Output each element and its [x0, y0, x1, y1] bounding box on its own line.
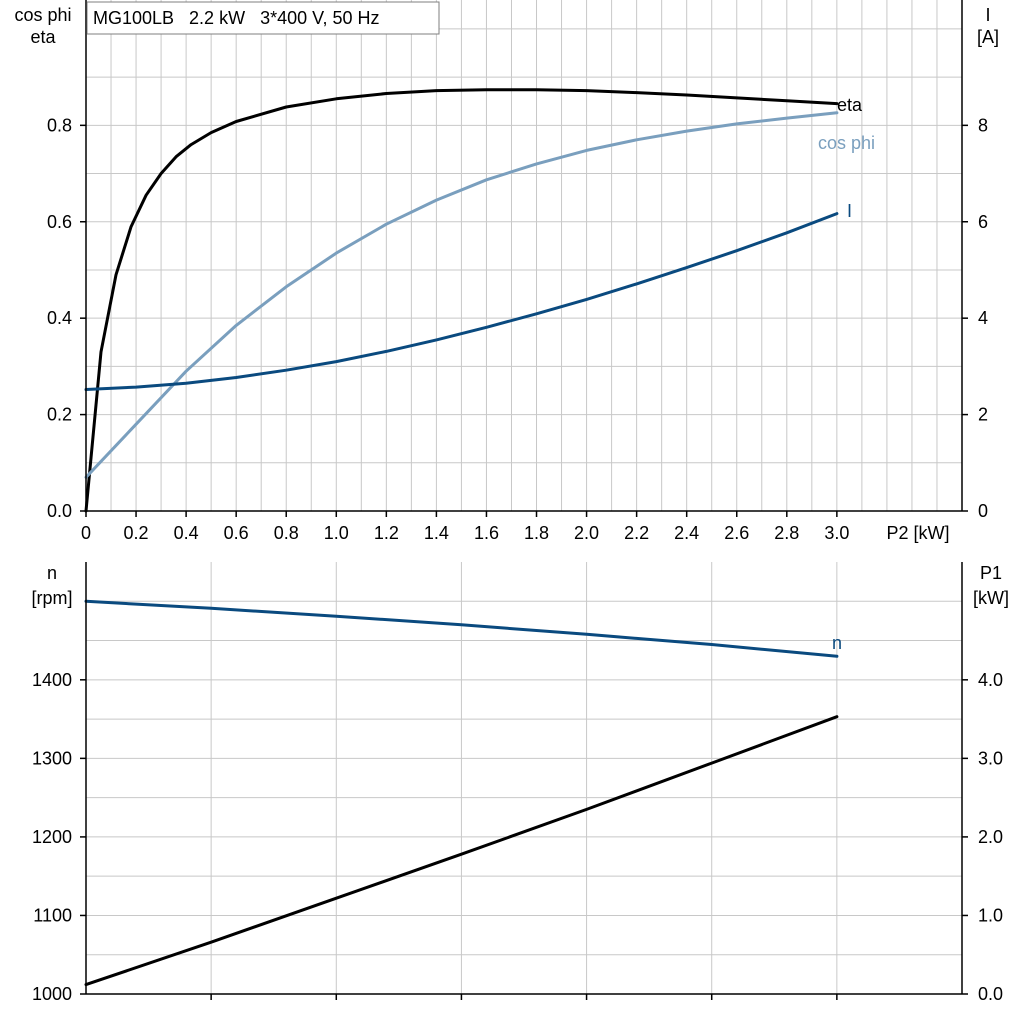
eta-curve	[84, 88, 839, 513]
y-left-tick-label: 0.2	[47, 405, 72, 425]
x-tick-label: 2.4	[674, 523, 699, 543]
y-left-label-line2: eta	[30, 27, 56, 47]
series-label-cos-phi: cos phi	[818, 133, 875, 153]
input-power-curve	[84, 715, 839, 987]
series-label-eta: eta	[837, 95, 863, 115]
x-tick-label: 0.8	[274, 523, 299, 543]
x-tick-label: 2.8	[774, 523, 799, 543]
y-left-tick-label: 0.4	[47, 308, 72, 328]
bottom-chart-grid	[86, 562, 962, 994]
series-label-current: I	[847, 201, 852, 221]
x-tick-label: 0.6	[224, 523, 249, 543]
top-chart-ticks	[80, 124, 968, 517]
y-left-label-n: n	[47, 563, 57, 583]
y-right-tick-label: 6	[978, 212, 988, 232]
y-left-tick-label: 0.6	[47, 212, 72, 232]
bottom-chart-ticks	[80, 679, 968, 1000]
y-right-label-p1: P1	[980, 563, 1002, 583]
y-left-tick-label: 1300	[32, 748, 72, 768]
x-axis-label: P2 [kW]	[886, 523, 949, 543]
y-left-tick-label: 1200	[32, 827, 72, 847]
y-left-tick-label: 0.0	[47, 501, 72, 521]
x-tick-label: 0.4	[174, 523, 199, 543]
x-tick-label: 2.0	[574, 523, 599, 543]
x-tick-label: 3.0	[824, 523, 849, 543]
x-tick-label: 1.2	[374, 523, 399, 543]
bottom-chart-curves	[84, 599, 839, 987]
cos-phi-curve	[84, 111, 839, 479]
y-left-tick-label: 1000	[32, 984, 72, 1004]
top-chart-curves	[84, 88, 839, 513]
y-left-label-line1: cos phi	[14, 5, 71, 25]
bottom-chart-y-left-tick-labels: 1000 1100 1200 1300 1400	[32, 670, 72, 1004]
y-right-label-line1: I	[985, 5, 990, 25]
y-right-tick-label: 4	[978, 308, 988, 328]
y-right-tick-label: 3.0	[978, 748, 1003, 768]
y-right-tick-label: 4.0	[978, 670, 1003, 690]
title-box	[86, 1, 440, 35]
bottom-chart-y-right-tick-labels: 0.0 1.0 2.0 3.0 4.0	[978, 670, 1003, 1004]
speed-input-power-chart: 1000 1100 1200 1300 1400 0.0 1.0 2.0 3.0 4.0 n […	[31, 562, 1009, 1004]
efficiency-current-chart: 0 0.2 0.4 0.6 0.8 1.0 1.2 1.4 1.6 1.8 2.0 2.2 2.4 2.6…	[14, 0, 999, 543]
y-right-label-kw: [kW]	[973, 588, 1009, 608]
series-label-speed: n	[832, 633, 842, 653]
y-right-tick-label: 8	[978, 115, 988, 135]
top-chart-y-left-tick-labels: 0.0 0.2 0.4 0.6 0.8	[47, 115, 72, 521]
top-chart-grid	[86, 0, 962, 511]
x-tick-label: 2.2	[624, 523, 649, 543]
y-left-tick-label: 0.8	[47, 115, 72, 135]
x-tick-label: 0.2	[124, 523, 149, 543]
x-tick-label: 1.8	[524, 523, 549, 543]
y-left-tick-label: 1100	[33, 905, 72, 925]
y-right-label-line2: [A]	[977, 27, 999, 47]
x-tick-label: 1.4	[424, 523, 449, 543]
y-left-label-rpm: [rpm]	[31, 588, 72, 608]
y-right-tick-label: 0	[978, 501, 988, 521]
current-curve	[84, 212, 839, 391]
y-right-tick-label: 1.0	[978, 905, 1003, 925]
x-tick-label: 1.0	[324, 523, 349, 543]
y-right-tick-label: 2.0	[978, 827, 1003, 847]
x-tick-label: 0	[81, 523, 91, 543]
top-chart-y-right-tick-labels: 0 2 4 6 8	[978, 115, 988, 521]
top-chart-x-tick-labels: 0 0.2 0.4 0.6 0.8 1.0 1.2 1.4 1.6 1.8 2.0 2.2 2.4 2.6…	[81, 523, 849, 543]
y-right-tick-label: 0.0	[978, 984, 1003, 1004]
y-right-tick-label: 2	[978, 405, 988, 425]
x-tick-label: 2.6	[724, 523, 749, 543]
speed-curve	[84, 599, 839, 658]
chart-title: MG100LB 2.2 kW 3*400 V, 50 Hz	[93, 8, 380, 28]
y-left-tick-label: 1400	[32, 670, 72, 690]
x-tick-label: 1.6	[474, 523, 499, 543]
